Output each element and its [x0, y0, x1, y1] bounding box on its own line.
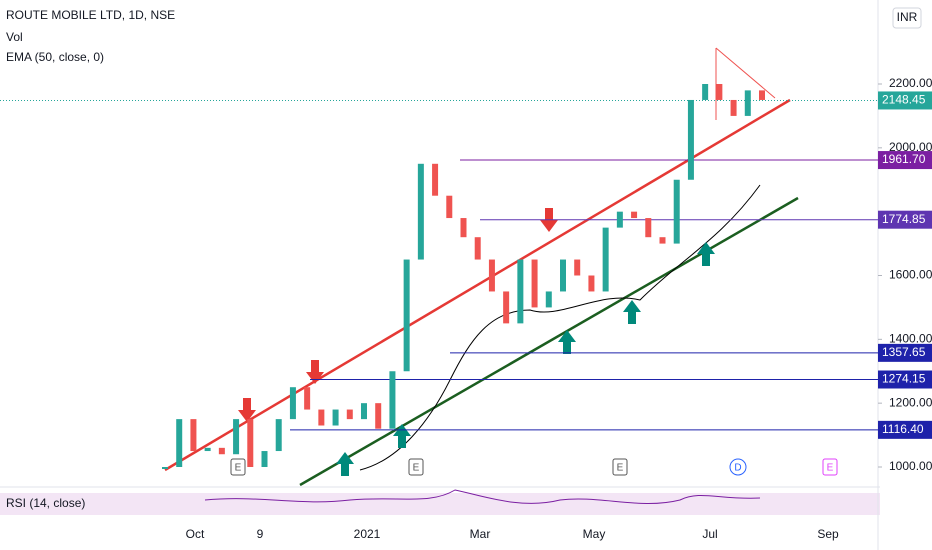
price-tick-label: 2200.00	[889, 76, 932, 90]
candle	[744, 90, 751, 116]
vol-label: Vol	[6, 30, 23, 44]
event-label[interactable]: E	[413, 463, 420, 474]
candle	[304, 387, 311, 410]
candle	[716, 84, 723, 100]
candle	[574, 259, 581, 276]
buy-arrows	[336, 242, 715, 476]
candle	[233, 419, 240, 455]
symbol: ROUTE MOBILE LTD, 1D, NSE	[6, 8, 175, 22]
rsi-line	[204, 489, 761, 505]
candle	[247, 419, 254, 467]
price-tag-label: 1116.40	[882, 422, 924, 436]
ema-label: EMA (50, close, 0)	[6, 50, 104, 64]
candle	[403, 259, 410, 372]
x-tick-label: Sep	[817, 527, 839, 541]
candle	[645, 218, 652, 238]
event-label[interactable]: E	[617, 463, 624, 474]
candle	[332, 409, 339, 426]
candle	[432, 163, 439, 196]
candle	[503, 291, 510, 324]
candle	[474, 237, 481, 260]
price-tag	[878, 370, 932, 389]
candle	[588, 275, 595, 292]
candle	[275, 419, 282, 452]
candle	[545, 291, 552, 308]
candle	[460, 218, 467, 238]
candle	[218, 447, 225, 455]
upper-trendline	[164, 98, 791, 472]
candle	[261, 451, 268, 467]
price-tick-label: 1000.00	[889, 459, 932, 473]
candle	[446, 195, 453, 219]
x-tick-label: Oct	[186, 527, 205, 541]
price-tag	[878, 151, 932, 170]
rsi-label: RSI (14, close)	[6, 496, 85, 510]
candle	[602, 227, 609, 292]
candle	[389, 371, 396, 429]
price-tick-label: 2000.00	[889, 140, 932, 154]
candle	[289, 387, 296, 420]
x-tick-label: Jul	[702, 527, 717, 541]
event-label[interactable]: E	[235, 463, 242, 474]
price-tick-label: 1200.00	[889, 395, 932, 409]
ema-line	[359, 184, 761, 471]
price-tag-label: 2148.45	[882, 93, 926, 107]
candle	[190, 419, 197, 452]
candle	[375, 403, 382, 429]
price-tag	[878, 420, 932, 439]
currency-button[interactable]	[892, 7, 922, 29]
candle	[702, 84, 709, 100]
price-tag	[878, 210, 932, 229]
candle	[176, 419, 183, 467]
price-tag	[878, 91, 932, 110]
event-marker[interactable]	[612, 458, 628, 476]
event-label[interactable]: D	[734, 463, 741, 474]
price-tag	[878, 343, 932, 362]
candle	[162, 467, 168, 469]
triangle	[715, 47, 776, 120]
candle	[759, 90, 765, 100]
event-label[interactable]: E	[827, 463, 834, 474]
rsi-band	[0, 493, 880, 515]
lower-trendline	[299, 196, 799, 487]
candle	[488, 259, 495, 292]
x-tick-label: May	[583, 527, 606, 541]
candle	[318, 409, 325, 426]
event-marker[interactable]	[729, 458, 747, 476]
price-tag-label: 1274.15	[882, 372, 926, 386]
candle	[417, 163, 424, 260]
event-marker[interactable]	[822, 458, 838, 476]
candle	[631, 211, 638, 219]
candle	[361, 403, 367, 420]
candle	[560, 259, 566, 292]
candle	[616, 211, 623, 228]
currency[interactable]: INR	[897, 10, 918, 24]
price-tag-label: 1357.65	[882, 345, 926, 359]
candle	[204, 447, 211, 452]
price-tag-label: 1961.70	[882, 152, 926, 166]
event-marker[interactable]	[230, 458, 246, 476]
candle	[517, 259, 524, 324]
x-tick-label: 9	[257, 527, 264, 541]
x-tick-label: 2021	[354, 527, 381, 541]
event-marker[interactable]	[408, 458, 424, 476]
candle	[673, 179, 680, 244]
candle	[687, 99, 694, 180]
x-tick-label: Mar	[470, 527, 491, 541]
sell-arrows	[238, 208, 558, 422]
candle	[346, 409, 353, 420]
price-tick-label: 1400.00	[889, 332, 932, 346]
candle	[531, 259, 538, 308]
candle	[659, 237, 666, 244]
price-tag-label: 1774.85	[882, 212, 926, 226]
price-tick-label: 1600.00	[889, 268, 932, 282]
candle	[730, 99, 737, 116]
